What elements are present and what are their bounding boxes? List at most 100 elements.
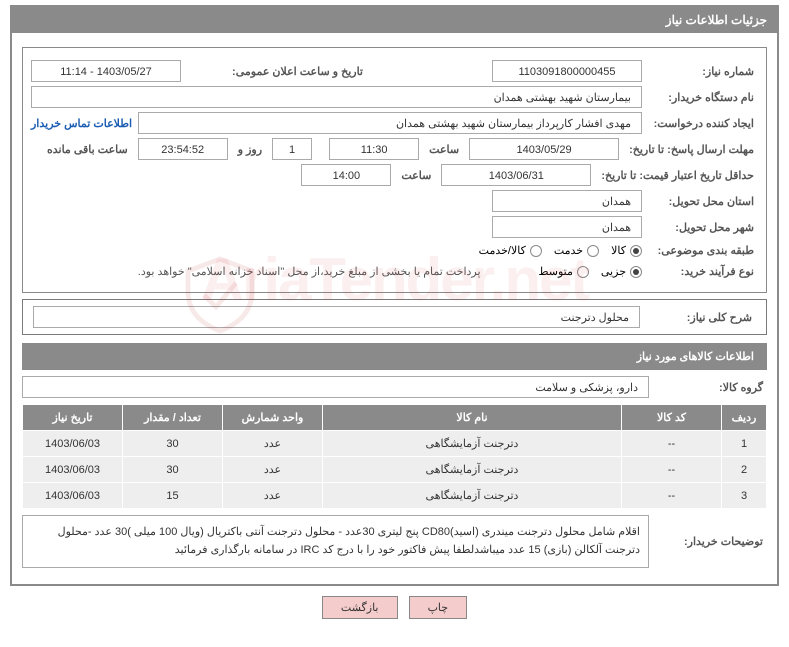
button-bar: چاپ بازگشت — [0, 596, 789, 619]
goods-group-value: دارو، پزشکی و سلامت — [22, 376, 649, 398]
row-city: شهر محل تحویل: همدان — [31, 216, 758, 238]
row-requester: ایجاد کننده درخواست: مهدی افشار کارپرداز… — [31, 112, 758, 134]
table-cell-qty: 30 — [123, 457, 223, 483]
remaining-label: ساعت باقی مانده — [43, 143, 132, 156]
general-desc-box: شرح کلی نیاز: محلول دترجنت — [22, 299, 767, 335]
table-row: 2--دترجنت آزمایشگاهیعدد301403/06/03 — [23, 457, 767, 483]
row-need-number: شماره نیاز: 1103091800000455 تاریخ و ساع… — [31, 60, 758, 82]
table-cell-name: دترجنت آزمایشگاهی — [323, 457, 622, 483]
back-button[interactable]: بازگشت — [322, 596, 398, 619]
table-cell-need_date: 1403/06/03 — [23, 483, 123, 509]
table-cell-qty: 30 — [123, 431, 223, 457]
day-and-label: روز و — [234, 143, 266, 156]
category-radio-group: کالا خدمت کالا/خدمت — [479, 244, 642, 257]
deadline-date-value: 1403/05/29 — [469, 138, 619, 160]
validity-time-value: 14:00 — [301, 164, 391, 186]
row-process: نوع فرآیند خرید: جزیی متوسط پرداخت تمام … — [31, 263, 758, 280]
buyer-desc-text: اقلام شامل محلول دترجنت میندری (اسید)CD8… — [22, 515, 649, 568]
general-desc-label: شرح کلی نیاز: — [646, 309, 756, 326]
info-fieldset: شماره نیاز: 1103091800000455 تاریخ و ساع… — [22, 47, 767, 293]
radio-service: خدمت — [554, 244, 599, 257]
radio-medium: متوسط — [538, 265, 589, 278]
table-cell-code: -- — [622, 483, 722, 509]
table-row: 1--دترجنت آزمایشگاهیعدد301403/06/03 — [23, 431, 767, 457]
process-radio-group: جزیی متوسط — [538, 265, 642, 278]
province-value: همدان — [492, 190, 642, 212]
radio-goods-service-dot[interactable] — [530, 245, 542, 257]
buyer-org-label: نام دستگاه خریدار: — [648, 89, 758, 106]
payment-note: پرداخت تمام یا بخشی از مبلغ خرید،از محل … — [138, 265, 481, 278]
need-number-value: 1103091800000455 — [492, 60, 642, 82]
table-cell-unit: عدد — [223, 431, 323, 457]
row-deadline: مهلت ارسال پاسخ: تا تاریخ: 1403/05/29 سا… — [31, 138, 758, 160]
table-cell-unit: عدد — [223, 483, 323, 509]
province-label: استان محل تحویل: — [648, 193, 758, 210]
table-cell-code: -- — [622, 457, 722, 483]
table-cell-need_date: 1403/06/03 — [23, 457, 123, 483]
th-code: کد کالا — [622, 405, 722, 431]
radio-small-dot[interactable] — [630, 266, 642, 278]
announce-datetime-value: 1403/05/27 - 11:14 — [31, 60, 181, 82]
validity-label: حداقل تاریخ اعتبار قیمت: تا تاریخ: — [597, 167, 758, 184]
requester-value: مهدی افشار کارپرداز بیمارستان شهید بهشتی… — [138, 112, 642, 134]
row-province: استان محل تحویل: همدان — [31, 190, 758, 212]
goods-group-label: گروه کالا: — [657, 379, 767, 396]
table-header-row: ردیف کد کالا نام کالا واحد شمارش تعداد /… — [23, 405, 767, 431]
radio-goods-service: کالا/خدمت — [479, 244, 542, 257]
print-button[interactable]: چاپ — [409, 596, 468, 619]
table-row: 3--دترجنت آزمایشگاهیعدد151403/06/03 — [23, 483, 767, 509]
table-cell-name: دترجنت آزمایشگاهی — [323, 431, 622, 457]
general-desc-value: محلول دترجنت — [33, 306, 640, 328]
radio-service-dot[interactable] — [587, 245, 599, 257]
table-cell-unit: عدد — [223, 457, 323, 483]
need-number-label: شماره نیاز: — [648, 63, 758, 80]
panel-body: شماره نیاز: 1103091800000455 تاریخ و ساع… — [12, 33, 777, 584]
buyer-org-value: بیمارستان شهید بهشتی همدان — [31, 86, 642, 108]
validity-date-value: 1403/06/31 — [441, 164, 591, 186]
contact-link[interactable]: اطلاعات تماس خریدار — [31, 117, 132, 130]
buyer-desc-label: توضیحات خریدار: — [657, 533, 767, 550]
category-label: طبقه بندی موضوعی: — [648, 242, 758, 259]
radio-medium-label: متوسط — [538, 265, 573, 278]
row-validity: حداقل تاریخ اعتبار قیمت: تا تاریخ: 1403/… — [31, 164, 758, 186]
announce-datetime-label: تاریخ و ساعت اعلان عمومی: — [187, 63, 367, 80]
city-value: همدان — [492, 216, 642, 238]
radio-goods-dot[interactable] — [630, 245, 642, 257]
radio-medium-dot[interactable] — [577, 266, 589, 278]
countdown-days: 1 — [272, 138, 312, 160]
city-label: شهر محل تحویل: — [648, 219, 758, 236]
radio-goods-service-label: کالا/خدمت — [479, 244, 526, 257]
th-qty: تعداد / مقدار — [123, 405, 223, 431]
radio-goods-label: کالا — [611, 244, 626, 257]
countdown-time: 23:54:52 — [138, 138, 228, 160]
deadline-time-label: ساعت — [425, 143, 463, 156]
goods-section-title: اطلاعات کالاهای مورد نیاز — [22, 343, 767, 370]
row-goods-group: گروه کالا: دارو، پزشکی و سلامت — [22, 376, 767, 398]
radio-goods: کالا — [611, 244, 642, 257]
th-row: ردیف — [722, 405, 767, 431]
row-category: طبقه بندی موضوعی: کالا خدمت کالا/خدمت — [31, 242, 758, 259]
table-cell-code: -- — [622, 431, 722, 457]
radio-small-label: جزیی — [601, 265, 626, 278]
row-buyer-org: نام دستگاه خریدار: بیمارستان شهید بهشتی … — [31, 86, 758, 108]
main-panel: جزئیات اطلاعات نیاز شماره نیاز: 11030918… — [10, 5, 779, 586]
deadline-label: مهلت ارسال پاسخ: تا تاریخ: — [625, 141, 758, 158]
th-name: نام کالا — [323, 405, 622, 431]
validity-time-label: ساعت — [397, 169, 435, 182]
process-label: نوع فرآیند خرید: — [648, 263, 758, 280]
th-unit: واحد شمارش — [223, 405, 323, 431]
table-cell-row: 2 — [722, 457, 767, 483]
radio-service-label: خدمت — [554, 244, 583, 257]
deadline-time-value: 11:30 — [329, 138, 419, 160]
table-cell-row: 3 — [722, 483, 767, 509]
table-cell-need_date: 1403/06/03 — [23, 431, 123, 457]
panel-title: جزئیات اطلاعات نیاز — [12, 7, 777, 33]
radio-small: جزیی — [601, 265, 642, 278]
buyer-desc-row: توضیحات خریدار: اقلام شامل محلول دترجنت … — [22, 515, 767, 568]
table-cell-qty: 15 — [123, 483, 223, 509]
th-need-date: تاریخ نیاز — [23, 405, 123, 431]
table-cell-name: دترجنت آزمایشگاهی — [323, 483, 622, 509]
items-table: ردیف کد کالا نام کالا واحد شمارش تعداد /… — [22, 404, 767, 509]
table-cell-row: 1 — [722, 431, 767, 457]
requester-label: ایجاد کننده درخواست: — [648, 115, 758, 132]
